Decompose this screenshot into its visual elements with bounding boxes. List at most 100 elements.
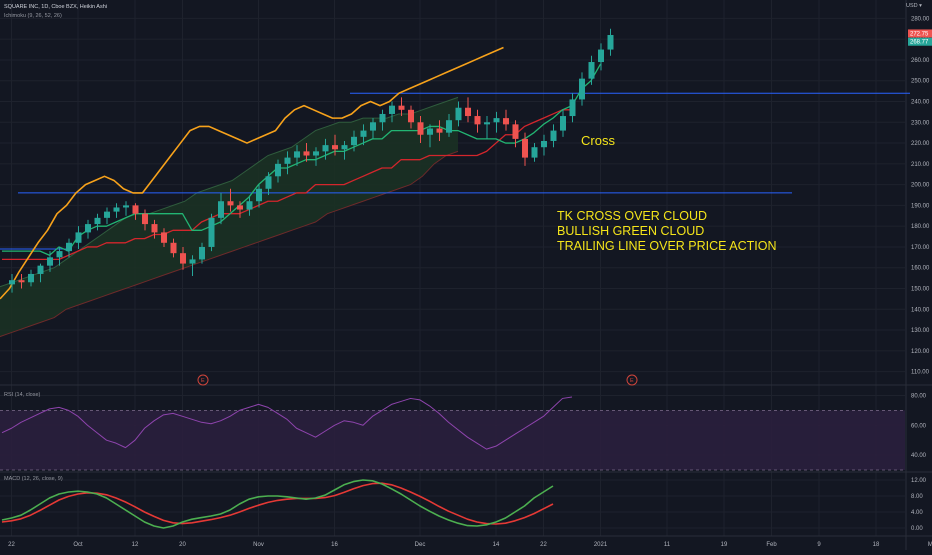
candle-12 [123,201,129,216]
candle-body [484,122,490,125]
candle-body [455,107,462,121]
candle-40 [389,101,395,123]
chevron-down-icon[interactable]: ▾ [919,3,922,9]
price-tick-label: 130.00 [911,328,930,334]
candle-body [531,147,538,158]
candle-body [218,201,224,218]
rsi-line [1,396,573,450]
candle-body [85,224,91,233]
macd-tick-label: 8.00 [911,494,923,500]
candle-60 [579,72,585,106]
macd-line [1,479,554,529]
candle-47 [455,101,462,127]
kijun-line [2,109,572,261]
x-tick-label: Dec [415,542,426,548]
candle-body [427,128,433,135]
candle-39 [379,109,386,131]
candle-23 [227,188,234,212]
candle-61 [588,55,595,85]
candle-body [493,118,500,123]
candle-body [550,130,557,141]
candle-10 [104,207,110,225]
x-tick-label: 16 [331,542,338,548]
candle-body [132,205,139,214]
candle-19 [189,255,196,277]
macd-tick-label: 12.00 [911,478,927,484]
candle-11 [113,203,120,218]
candle-52 [503,109,509,131]
candle-body [37,265,44,274]
candle-body [227,201,234,206]
candle-body [94,217,101,225]
candle-body [199,246,205,260]
price-tick-label: 220.00 [911,141,930,147]
candle-16 [161,228,167,247]
candle-body [322,145,329,152]
cloud-span-a [0,96,459,288]
candle-body [208,217,215,247]
lagging-span-line [0,46,504,300]
candle-24 [237,201,243,218]
candle-body [560,116,566,131]
candle-14 [142,209,148,231]
candle-body [237,205,243,210]
symbol-title: SQUARE INC, 1D, Cboe BZX, Heikin Ashi [4,4,108,10]
event-marker-1 [626,374,638,386]
x-tick-label: Oct [73,542,83,548]
candle-body [246,201,253,210]
candle-55 [531,143,538,162]
price-tick-label: 150.00 [911,287,930,293]
ichimoku-label: Ichimoku (9, 26, 52, 26) [4,13,62,19]
candle-27 [265,172,272,195]
candle-46 [446,113,452,137]
candle-57 [550,124,557,148]
candle-body [161,232,167,243]
candle-42 [408,105,414,129]
candle-25 [246,197,253,216]
candle-body [275,163,281,177]
price-tag-bg-1 [908,37,932,46]
price-tick-label: 240.00 [911,100,930,106]
x-tick-label: 18 [873,542,880,548]
candle-body [522,138,528,158]
candle-body [360,130,367,137]
candle-body [56,251,63,258]
candle-8 [85,219,91,239]
candle-body [123,205,129,208]
x-tick-label: 2021 [594,542,608,548]
x-tick-label: 22 [540,542,547,548]
candle-63 [607,28,614,56]
candle-50 [484,116,490,139]
price-tick-label: 190.00 [911,203,930,209]
candle-body [47,257,53,266]
candle-body [142,213,148,225]
candle-body [351,136,357,146]
candle-0 [9,273,15,293]
x-tick-label: Mar [928,542,932,548]
candle-20 [199,242,205,264]
ichimoku-cloud [0,96,459,338]
candle-53 [512,120,519,148]
x-tick-label: 19 [721,542,728,548]
tenkan-line [2,63,602,256]
event-label-1: E [630,378,634,384]
candle-9 [94,213,101,231]
candle-62 [598,43,604,71]
candle-18 [180,246,186,270]
candle-body [75,232,82,243]
candle-body [512,124,519,139]
candle-22 [218,192,224,225]
candle-38 [370,118,376,139]
candle-15 [151,219,158,239]
x-tick-label: Feb [766,542,777,548]
price-tick-label: 280.00 [911,16,930,22]
candle-41 [398,97,405,117]
cloud-span-b [0,150,459,338]
candle-body [370,122,376,131]
rsi-tick-label: 60.00 [911,423,927,429]
candle-body [28,273,34,283]
candle-body [303,151,310,156]
candle-body [294,151,300,158]
annotation-callout-1: BULLISH GREEN CLOUD [557,224,704,238]
